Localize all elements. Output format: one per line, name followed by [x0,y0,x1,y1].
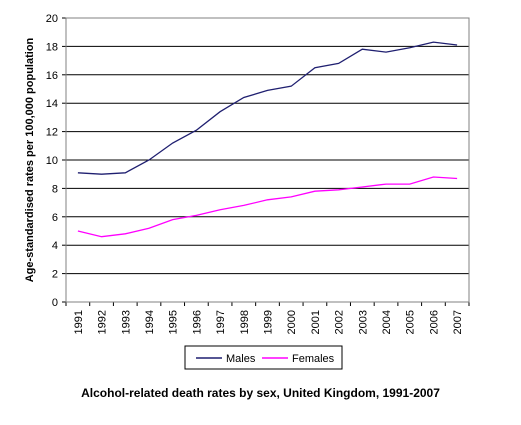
x-tick-label: 2001 [310,310,322,334]
plot-area [65,17,470,303]
x-tick-label: 2005 [405,310,417,334]
y-tick-label: 2 [52,269,58,281]
y-tick-label: 18 [46,41,58,53]
gridlines [66,45,469,275]
legend-label-males: Males [226,353,256,365]
x-tick-label: 2003 [357,310,369,334]
x-tick-label: 2002 [334,310,346,334]
y-tick-label: 4 [52,240,58,252]
x-tick-label: 2000 [286,310,298,334]
x-tick-label: 1997 [215,310,227,334]
series-lines [77,41,458,238]
y-axis-label: Age-standardised rates per 100,000 popul… [24,37,36,282]
x-tick-label: 1993 [120,310,132,334]
x-tick-label: 1998 [239,310,251,334]
y-tick-label: 14 [46,98,58,110]
legend-label-females: Females [292,353,335,365]
x-tick-label: 1999 [263,310,275,334]
x-tick-label: 2004 [381,310,393,334]
y-axis-ticks: 0 2 4 6 8 10 12 14 16 18 20 [46,13,66,309]
y-tick-label: 8 [52,183,58,195]
y-tick-label: 12 [46,127,58,139]
x-tick-label: 2007 [452,310,464,334]
y-tick-label: 10 [46,155,58,167]
y-tick-label: 6 [52,212,58,224]
y-tick-label: 20 [46,13,58,25]
series-line-males [77,41,458,175]
y-tick-label: 0 [52,297,58,309]
y-tick-label: 16 [46,70,58,82]
legend: Males Females [184,345,343,370]
x-tick-label: 1991 [73,310,85,334]
x-tick-label: 2006 [428,310,440,334]
x-tick-label: 1995 [168,310,180,334]
x-tick-label: 1994 [144,310,156,334]
chart-title: Alcohol-related death rates by sex, Unit… [81,386,440,400]
x-axis-ticks: 1991 1992 1993 1994 1995 1996 1997 1998 1999 2000… [65,302,470,334]
x-tick-label: 1996 [191,310,203,334]
series-line-females [77,176,458,238]
x-tick-label: 1992 [97,310,109,334]
